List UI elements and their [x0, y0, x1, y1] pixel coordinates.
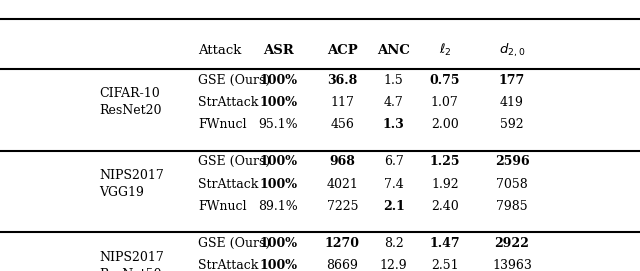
Text: ANC: ANC: [377, 44, 410, 57]
Text: FWnucl: FWnucl: [198, 118, 247, 131]
Text: GSE (Ours): GSE (Ours): [198, 237, 271, 250]
Text: 100%: 100%: [259, 259, 298, 271]
Text: 177: 177: [499, 74, 525, 87]
Text: 7.4: 7.4: [384, 178, 403, 191]
Text: 1.25: 1.25: [429, 155, 460, 168]
Text: 100%: 100%: [259, 96, 298, 109]
Text: 1.92: 1.92: [431, 178, 459, 191]
Text: GSE (Ours): GSE (Ours): [198, 155, 271, 168]
Text: 1270: 1270: [325, 237, 360, 250]
Text: 36.8: 36.8: [327, 74, 358, 87]
Text: StrAttack: StrAttack: [198, 259, 259, 271]
Text: 95.1%: 95.1%: [259, 118, 298, 131]
Text: 7985: 7985: [496, 200, 528, 213]
Text: 456: 456: [330, 118, 355, 131]
Text: 4021: 4021: [326, 178, 358, 191]
Text: 1.07: 1.07: [431, 96, 459, 109]
Text: 2922: 2922: [495, 237, 529, 250]
Text: CIFAR-10
ResNet20: CIFAR-10 ResNet20: [99, 88, 162, 117]
Text: ACP: ACP: [327, 44, 358, 57]
Text: StrAttack: StrAttack: [198, 178, 259, 191]
Text: 8.2: 8.2: [384, 237, 403, 250]
Text: 419: 419: [500, 96, 524, 109]
Text: FWnucl: FWnucl: [198, 200, 247, 213]
Text: 592: 592: [500, 118, 524, 131]
Text: 100%: 100%: [259, 237, 298, 250]
Text: ASR: ASR: [263, 44, 294, 57]
Text: 4.7: 4.7: [384, 96, 403, 109]
Text: 2.00: 2.00: [431, 118, 459, 131]
Text: 6.7: 6.7: [384, 155, 403, 168]
Text: 117: 117: [330, 96, 355, 109]
Text: 2.51: 2.51: [431, 259, 459, 271]
Text: 7058: 7058: [496, 178, 528, 191]
Text: 1.47: 1.47: [429, 237, 460, 250]
Text: 13963: 13963: [492, 259, 532, 271]
Text: StrAttack: StrAttack: [198, 96, 259, 109]
Text: Attack: Attack: [198, 44, 242, 57]
Text: 12.9: 12.9: [380, 259, 408, 271]
Text: 100%: 100%: [259, 155, 298, 168]
Text: 968: 968: [330, 155, 355, 168]
Text: 100%: 100%: [259, 74, 298, 87]
Text: 8669: 8669: [326, 259, 358, 271]
Text: 1.3: 1.3: [383, 118, 404, 131]
Text: NIPS2017
ResNet50: NIPS2017 ResNet50: [99, 251, 164, 271]
Text: $\ell_2$: $\ell_2$: [438, 42, 451, 58]
Text: $d_{2,0}$: $d_{2,0}$: [499, 41, 525, 59]
Text: 0.75: 0.75: [429, 74, 460, 87]
Text: NIPS2017
VGG19: NIPS2017 VGG19: [99, 169, 164, 199]
Text: 2596: 2596: [495, 155, 529, 168]
Text: GSE (Ours): GSE (Ours): [198, 74, 271, 87]
Text: 1.5: 1.5: [384, 74, 403, 87]
Text: 2.1: 2.1: [383, 200, 404, 213]
Text: 100%: 100%: [259, 178, 298, 191]
Text: 89.1%: 89.1%: [259, 200, 298, 213]
Text: 7225: 7225: [326, 200, 358, 213]
Text: 2.40: 2.40: [431, 200, 459, 213]
